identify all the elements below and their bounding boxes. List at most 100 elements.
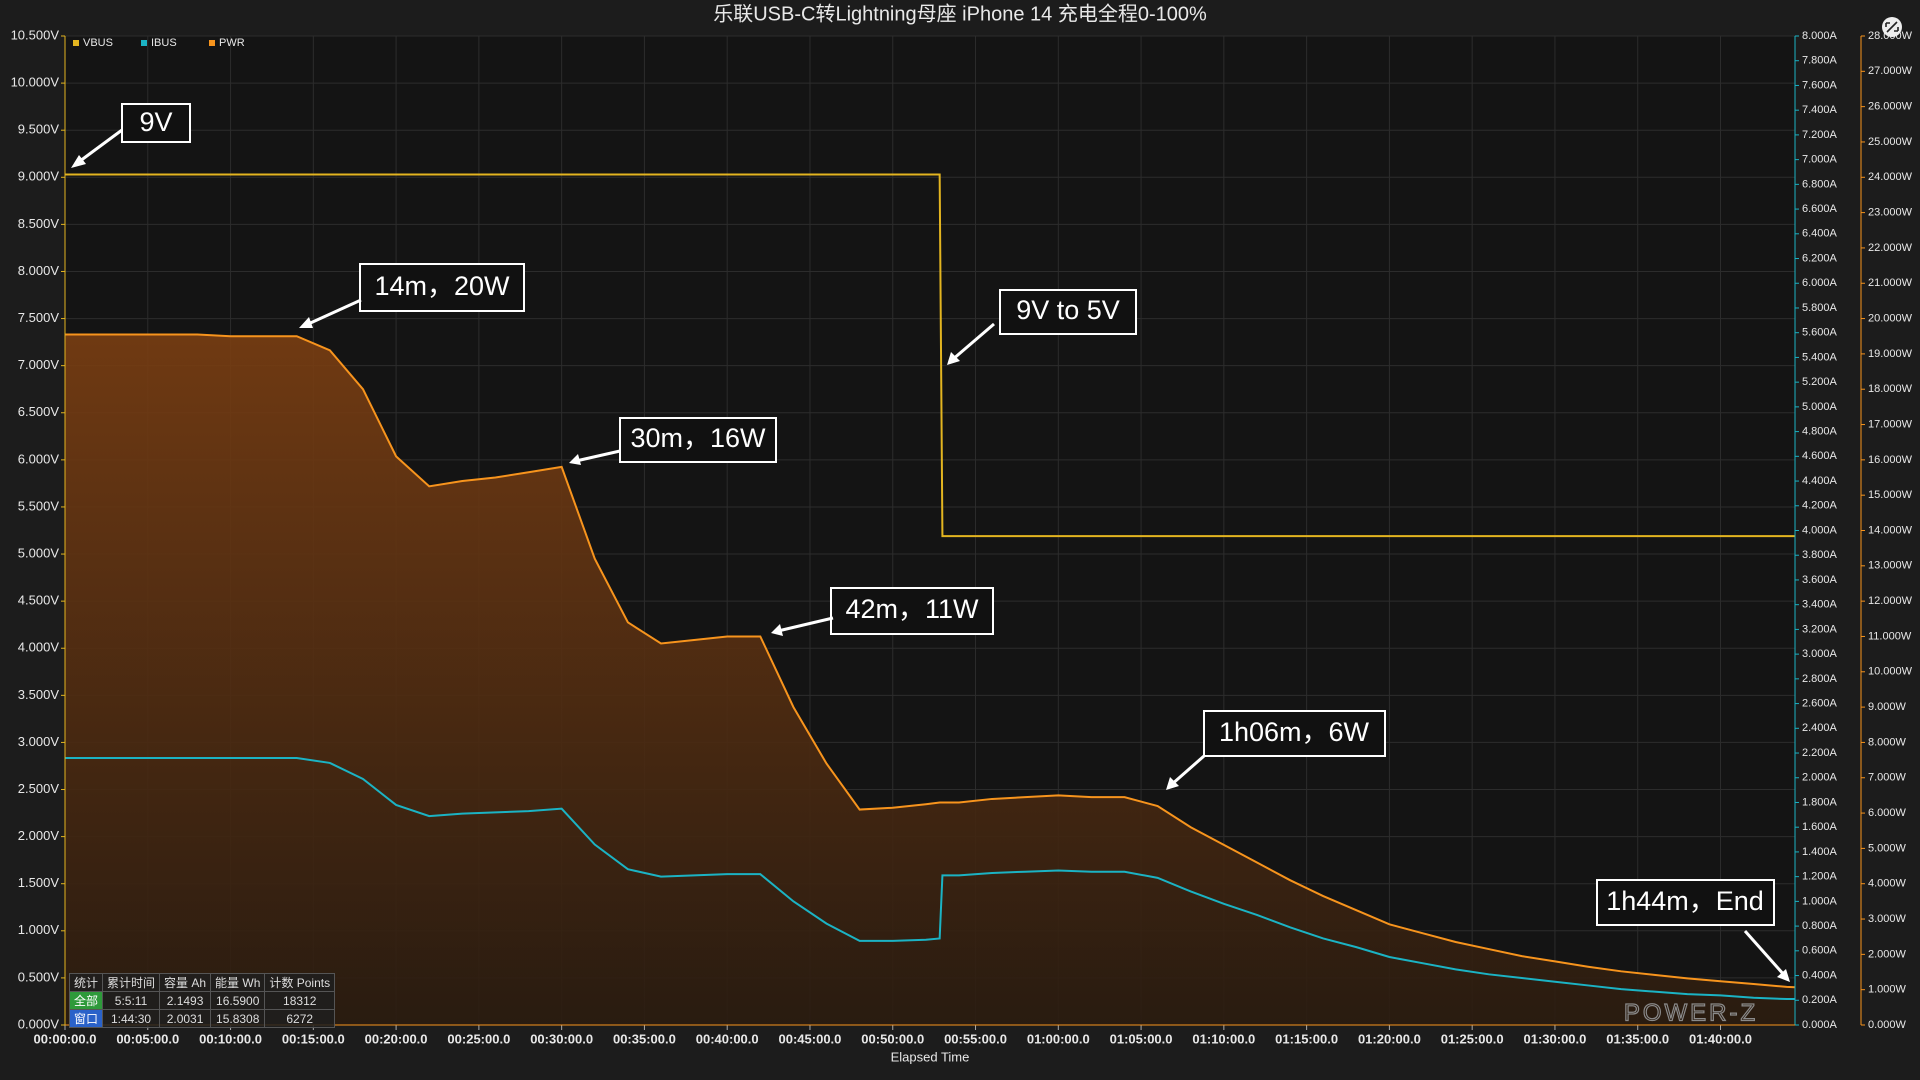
x-tick-label: 01:20:00.0 bbox=[1358, 1031, 1421, 1046]
y3-tick-label: 2.000W bbox=[1868, 948, 1907, 960]
stats-cell: 6272 bbox=[264, 1009, 336, 1028]
y2-tick-label: 4.000A bbox=[1802, 524, 1838, 536]
stats-cell: 2.1493 bbox=[159, 991, 212, 1010]
annotation-arrow bbox=[575, 449, 621, 463]
y3-tick-label: 24.000W bbox=[1868, 171, 1913, 183]
y-tick-label: 1.500V bbox=[18, 875, 60, 890]
y2-tick-label: 3.400A bbox=[1802, 599, 1838, 611]
logo: POWER-Z bbox=[1624, 999, 1758, 1026]
y2-tick-label: 6.000A bbox=[1802, 277, 1838, 289]
y-tick-label: 5.000V bbox=[18, 545, 60, 560]
y2-tick-label: 0.600A bbox=[1802, 945, 1838, 957]
annotations: 9V 14m，20W 30m，16W 42m，11W 9V to 5V 1h06… bbox=[71, 103, 1790, 982]
y-tick-label: 4.000V bbox=[18, 640, 60, 655]
y2-tick-label: 3.000A bbox=[1802, 648, 1838, 660]
annotation-arrow bbox=[305, 298, 362, 327]
y-tick-label: 7.000V bbox=[18, 357, 60, 372]
y2-tick-label: 4.400A bbox=[1802, 475, 1838, 487]
y2-tick-label: 5.400A bbox=[1802, 351, 1838, 363]
y2-tick-label: 1.600A bbox=[1802, 821, 1838, 833]
series-line bbox=[65, 756, 1795, 1001]
legend-label: IBUS bbox=[151, 37, 177, 49]
y2-tick-label: 1.400A bbox=[1802, 846, 1838, 858]
y3-tick-label: 11.000W bbox=[1868, 630, 1912, 642]
y2-tick-label: 1.200A bbox=[1802, 871, 1838, 883]
chart-title: 乐联USB-C转Lightning母座 iPhone 14 充电全程0-100% bbox=[713, 2, 1207, 25]
y3-tick-label: 25.000W bbox=[1868, 136, 1913, 148]
y2-tick-label: 7.800A bbox=[1802, 55, 1838, 67]
legend-swatch bbox=[141, 40, 147, 46]
y2-tick-label: 6.200A bbox=[1802, 252, 1838, 264]
y3-tick-label: 5.000W bbox=[1868, 842, 1907, 854]
y3-tick-label: 12.000W bbox=[1868, 595, 1913, 607]
stats-cell: 1:44:30 bbox=[102, 1009, 161, 1028]
y-tick-label: 6.500V bbox=[18, 404, 60, 419]
y2-tick-label: 6.800A bbox=[1802, 178, 1838, 190]
annotation-box bbox=[999, 289, 1137, 335]
annotation-arrowhead bbox=[299, 317, 313, 328]
y-tick-label: 7.500V bbox=[18, 310, 60, 325]
y2-tick-label: 2.600A bbox=[1802, 697, 1838, 709]
y2-tick-label: 3.800A bbox=[1802, 549, 1838, 561]
annotation-arrowhead bbox=[1166, 777, 1179, 790]
annotation-arrowhead bbox=[771, 624, 783, 636]
annotation-arrow bbox=[75, 128, 123, 166]
x-tick-label: 01:15:00.0 bbox=[1275, 1031, 1338, 1046]
stats-row: 窗口 1:44:30 2.0031 15.8308 6272 bbox=[68, 1009, 336, 1028]
y3-tick-label: 3.000W bbox=[1868, 913, 1907, 925]
y2-tick-label: 0.400A bbox=[1802, 969, 1838, 981]
x-tick-label: 00:25:00.0 bbox=[447, 1031, 510, 1046]
y2-tick-label: 4.800A bbox=[1802, 426, 1838, 438]
x-tick-label: 01:25:00.0 bbox=[1441, 1031, 1504, 1046]
y3-tick-label: 18.000W bbox=[1868, 383, 1913, 395]
annotation-arrow bbox=[1170, 754, 1205, 787]
y-tick-label: 5.500V bbox=[18, 498, 60, 513]
y-tick-label: 4.500V bbox=[18, 593, 60, 608]
legend-label: PWR bbox=[219, 37, 245, 49]
x-tick-label: 00:05:00.0 bbox=[116, 1031, 179, 1046]
y2-tick-label: 0.200A bbox=[1802, 994, 1838, 1006]
y2-tick-label: 7.600A bbox=[1802, 79, 1838, 91]
y3-tick-label: 13.000W bbox=[1868, 560, 1913, 572]
y2-tick-label: 3.600A bbox=[1802, 574, 1838, 586]
x-tick-label: 01:30:00.0 bbox=[1524, 1031, 1587, 1046]
y3-tick-label: 15.000W bbox=[1868, 489, 1913, 501]
x-axis-label: Elapsed Time bbox=[891, 1049, 970, 1064]
annotation-box bbox=[619, 417, 777, 463]
series-line bbox=[65, 173, 1795, 538]
y2-tick-label: 8.000A bbox=[1802, 30, 1838, 42]
x-tick-label: 00:10:00.0 bbox=[199, 1031, 262, 1046]
annotation-text: 14m，20W bbox=[374, 271, 510, 301]
y3-tick-label: 7.000W bbox=[1868, 772, 1907, 784]
stats-cell: 5:5:11 bbox=[102, 991, 161, 1010]
y3-tick-label: 14.000W bbox=[1868, 524, 1913, 536]
annotation-arrow bbox=[951, 322, 995, 362]
screenshot-icon[interactable] bbox=[1882, 17, 1902, 37]
y3-tick-label: 19.000W bbox=[1868, 348, 1913, 360]
annotation-box bbox=[830, 587, 994, 635]
area-fill bbox=[65, 334, 1795, 1025]
x-tick-label: 00:40:00.0 bbox=[696, 1031, 759, 1046]
annotation-arrow bbox=[1743, 930, 1787, 977]
x-tick-label: 00:15:00.0 bbox=[282, 1031, 345, 1046]
marks bbox=[65, 173, 1796, 1025]
y2-tick-label: 0.800A bbox=[1802, 920, 1838, 932]
y3-tick-label: 4.000W bbox=[1868, 878, 1907, 890]
legend-swatch bbox=[209, 40, 215, 46]
y2-tick-label: 1.800A bbox=[1802, 796, 1838, 808]
y-tick-label: 1.000V bbox=[18, 922, 60, 937]
y-tick-label: 2.500V bbox=[18, 781, 60, 796]
y-tick-label: 10.500V bbox=[11, 27, 60, 42]
y2-tick-label: 5.800A bbox=[1802, 302, 1838, 314]
y-tick-label: 10.000V bbox=[11, 75, 60, 90]
stats-cell: 能量 Wh bbox=[210, 973, 266, 992]
y2-tick-label: 7.000A bbox=[1802, 154, 1838, 166]
y-tick-label: 3.500V bbox=[18, 687, 60, 702]
y2-tick-label: 6.400A bbox=[1802, 228, 1838, 240]
stats-row: 全部 5:5:11 2.1493 16.5900 18312 bbox=[68, 991, 336, 1010]
annotation-arrowhead bbox=[947, 352, 960, 365]
y3-tick-label: 6.000W bbox=[1868, 807, 1907, 819]
y-tick-label: 0.500V bbox=[18, 969, 60, 984]
